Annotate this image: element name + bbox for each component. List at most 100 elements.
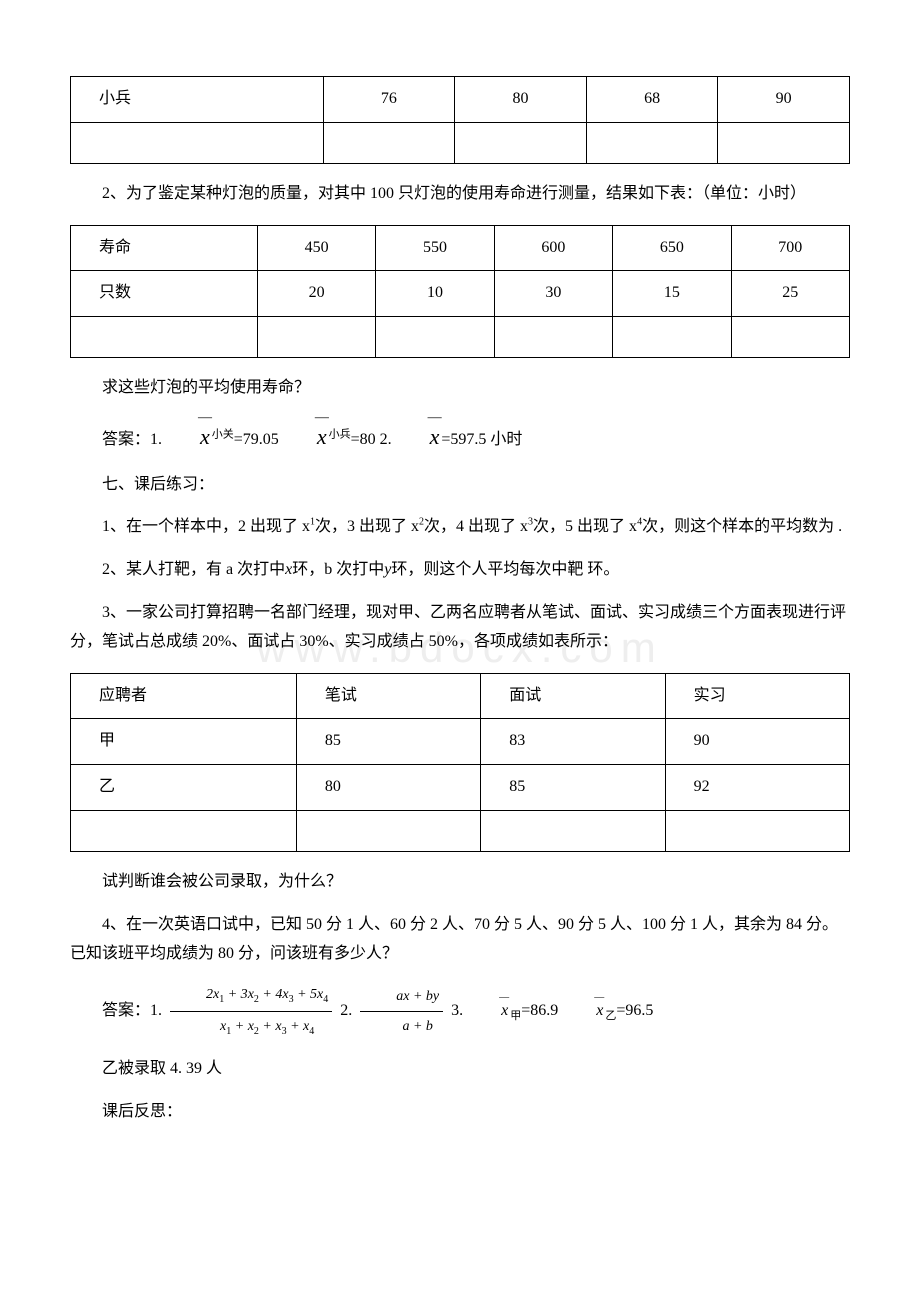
sub-label: 乙 xyxy=(605,1011,616,1023)
cell: 小兵 xyxy=(71,77,324,123)
cell: 25 xyxy=(731,271,849,317)
cell: 80 xyxy=(455,77,587,123)
table-row: 寿命 450 550 600 650 700 xyxy=(71,225,850,271)
question-2-intro: 2、为了鉴定某种灯泡的质量，对其中 100 只灯泡的使用寿命进行测量，结果如下表… xyxy=(70,180,850,209)
cell: 实习 xyxy=(665,673,849,719)
cell: 600 xyxy=(494,225,612,271)
answer-value: =79.05 xyxy=(234,431,279,448)
text: 次，5 出现了 x xyxy=(533,518,637,535)
cell xyxy=(586,122,718,163)
cell: 10 xyxy=(376,271,494,317)
sub-label: 甲 xyxy=(510,1011,521,1023)
exercise-3-ask: 试判断谁会被公司录取，为什么？ xyxy=(70,868,850,897)
cell: 85 xyxy=(481,765,665,811)
cell: 甲 xyxy=(71,719,297,765)
cell: 76 xyxy=(323,77,455,123)
cell: 90 xyxy=(665,719,849,765)
table-row: 乙 80 85 92 xyxy=(71,765,850,811)
text: 次，3 出现了 x xyxy=(315,518,419,535)
cell xyxy=(718,122,850,163)
answer-2: 答案：1. 2x1 + 3x2 + 4x3 + 5x4 x1 + x2 + x3… xyxy=(70,982,850,1041)
cell xyxy=(494,317,612,358)
cell xyxy=(455,122,587,163)
text: 2、某人打靶，有 a 次打中 xyxy=(102,561,285,578)
cell: 90 xyxy=(718,77,850,123)
table-applicant: 应聘者 笔试 面试 实习 甲 85 83 90 乙 80 85 92 xyxy=(70,673,850,852)
answer-value: =80 2. xyxy=(351,431,392,448)
cell xyxy=(296,810,480,851)
cell xyxy=(71,122,324,163)
table-row: 应聘者 笔试 面试 实习 xyxy=(71,673,850,719)
cell: 15 xyxy=(613,271,731,317)
xbar-icon: x xyxy=(562,997,605,1026)
sup-label: 小兵 xyxy=(329,429,351,441)
xbar-icon: x xyxy=(396,417,442,457)
cell: 30 xyxy=(494,271,612,317)
question-2-ask: 求这些灯泡的平均使用寿命？ xyxy=(70,374,850,403)
fraction-2: ax + by a + b xyxy=(360,984,443,1039)
cell: 85 xyxy=(296,719,480,765)
table-row: 只数 20 10 30 15 25 xyxy=(71,271,850,317)
table-row: 甲 85 83 90 xyxy=(71,719,850,765)
cell: 650 xyxy=(613,225,731,271)
text: 次，4 出现了 x xyxy=(424,518,528,535)
text: 3. xyxy=(451,1002,463,1019)
numerator: ax + by xyxy=(360,984,443,1012)
xbar-icon: x xyxy=(467,997,510,1026)
table-row xyxy=(71,122,850,163)
answer-prefix: 答案：1. xyxy=(102,1002,162,1019)
denominator: x1 + x2 + x3 + x4 xyxy=(170,1012,332,1041)
table-bulb-life: 寿命 450 550 600 650 700 只数 20 10 30 15 25 xyxy=(70,225,850,359)
cell: 83 xyxy=(481,719,665,765)
answer-3: 乙被录取 4. 39 人 xyxy=(70,1055,850,1084)
cell xyxy=(257,317,375,358)
cell: 80 xyxy=(296,765,480,811)
cell: 乙 xyxy=(71,765,297,811)
reflection-title: 课后反思： xyxy=(70,1098,850,1127)
exercise-2: 2、某人打靶，有 a 次打中x环，b 次打中y环，则这个人平均每次中靶 环。 xyxy=(70,556,850,585)
text: 2. xyxy=(340,1002,352,1019)
cell xyxy=(71,810,297,851)
exercise-3: 3、一家公司打算招聘一名部门经理，现对甲、乙两名应聘者从笔试、面试、实习成绩三个… xyxy=(70,599,850,657)
table-row xyxy=(71,317,850,358)
cell: 应聘者 xyxy=(71,673,297,719)
cell: 面试 xyxy=(481,673,665,719)
xbar-icon: x xyxy=(283,417,329,457)
denominator: a + b xyxy=(360,1012,443,1039)
answer-prefix: 答案：1. xyxy=(102,431,162,448)
cell xyxy=(481,810,665,851)
numerator: 2x1 + 3x2 + 4x3 + 5x4 xyxy=(170,982,332,1012)
text: 环，b 次打中 xyxy=(292,561,384,578)
cell xyxy=(71,317,258,358)
cell xyxy=(731,317,849,358)
table-row xyxy=(71,810,850,851)
cell: 68 xyxy=(586,77,718,123)
table-student-score: 小兵 76 80 68 90 xyxy=(70,76,850,164)
text: 环，则这个人平均每次中靶 环。 xyxy=(391,561,619,578)
cell xyxy=(613,317,731,358)
table-row: 小兵 76 80 68 90 xyxy=(71,77,850,123)
exercise-1: 1、在一个样本中，2 出现了 x1次，3 出现了 x2次，4 出现了 x3次，5… xyxy=(70,513,850,542)
text: 次，则这个样本的平均数为 . xyxy=(642,518,842,535)
cell xyxy=(665,810,849,851)
cell: 92 xyxy=(665,765,849,811)
cell: 550 xyxy=(376,225,494,271)
cell: 寿命 xyxy=(71,225,258,271)
cell: 450 xyxy=(257,225,375,271)
answer-1: 答案：1. x小关=79.05 x小兵=80 2. x=597.5 小时 xyxy=(70,417,850,457)
answer-value: =597.5 小时 xyxy=(441,431,522,448)
answer-value: =86.9 xyxy=(521,1002,558,1019)
cell: 700 xyxy=(731,225,849,271)
exercise-4: 4、在一次英语口试中，已知 50 分 1 人、60 分 2 人、70 分 5 人… xyxy=(70,911,850,969)
cell: 只数 xyxy=(71,271,258,317)
section-7-title: 七、课后练习： xyxy=(70,471,850,500)
text: 1、在一个样本中，2 出现了 x xyxy=(102,518,310,535)
cell: 20 xyxy=(257,271,375,317)
fraction-1: 2x1 + 3x2 + 4x3 + 5x4 x1 + x2 + x3 + x4 xyxy=(170,982,332,1041)
xbar-icon: x xyxy=(166,417,212,457)
answer-value: =96.5 xyxy=(616,1002,653,1019)
cell: 笔试 xyxy=(296,673,480,719)
cell xyxy=(323,122,455,163)
sup-label: 小关 xyxy=(212,429,234,441)
cell xyxy=(376,317,494,358)
